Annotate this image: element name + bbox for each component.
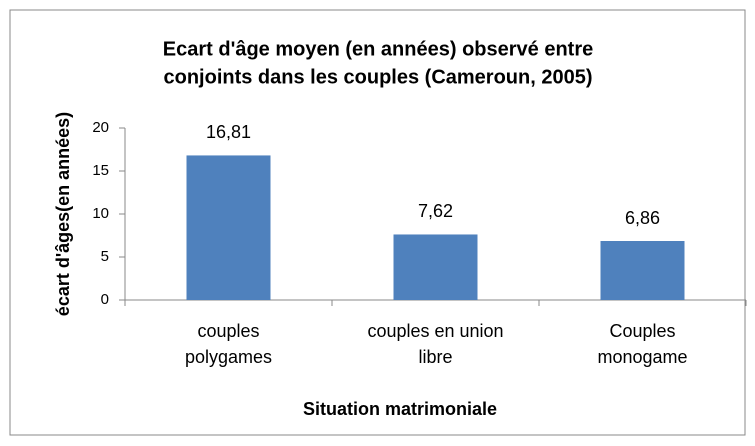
y-tick-label: 10 — [92, 205, 109, 222]
x-axis-label: Situation matrimoniale — [303, 399, 497, 419]
y-tick-label: 15 — [92, 162, 109, 179]
data-label: 7,62 — [418, 201, 453, 221]
bar — [186, 155, 271, 300]
chart-frame — [9, 9, 746, 436]
y-axis-label: écart d'âges(en années) — [53, 112, 73, 316]
x-tick-label: couples polygames — [184, 321, 273, 367]
x-tick-label: Couples monogame — [597, 321, 688, 367]
chart-title: conjoints dans les couples (Cameroun, 20… — [163, 66, 592, 88]
y-tick-label: 0 — [101, 291, 109, 308]
y-tick-label: 20 — [92, 119, 109, 136]
bar — [600, 241, 685, 300]
data-label: 16,81 — [206, 122, 251, 142]
bar — [393, 234, 478, 300]
y-tick-label: 5 — [101, 248, 109, 265]
data-label: 6,86 — [625, 208, 660, 228]
chart-title: Ecart d'âge moyen (en années) observé en… — [163, 38, 593, 60]
x-tick-label: couples en union libre — [367, 321, 504, 367]
